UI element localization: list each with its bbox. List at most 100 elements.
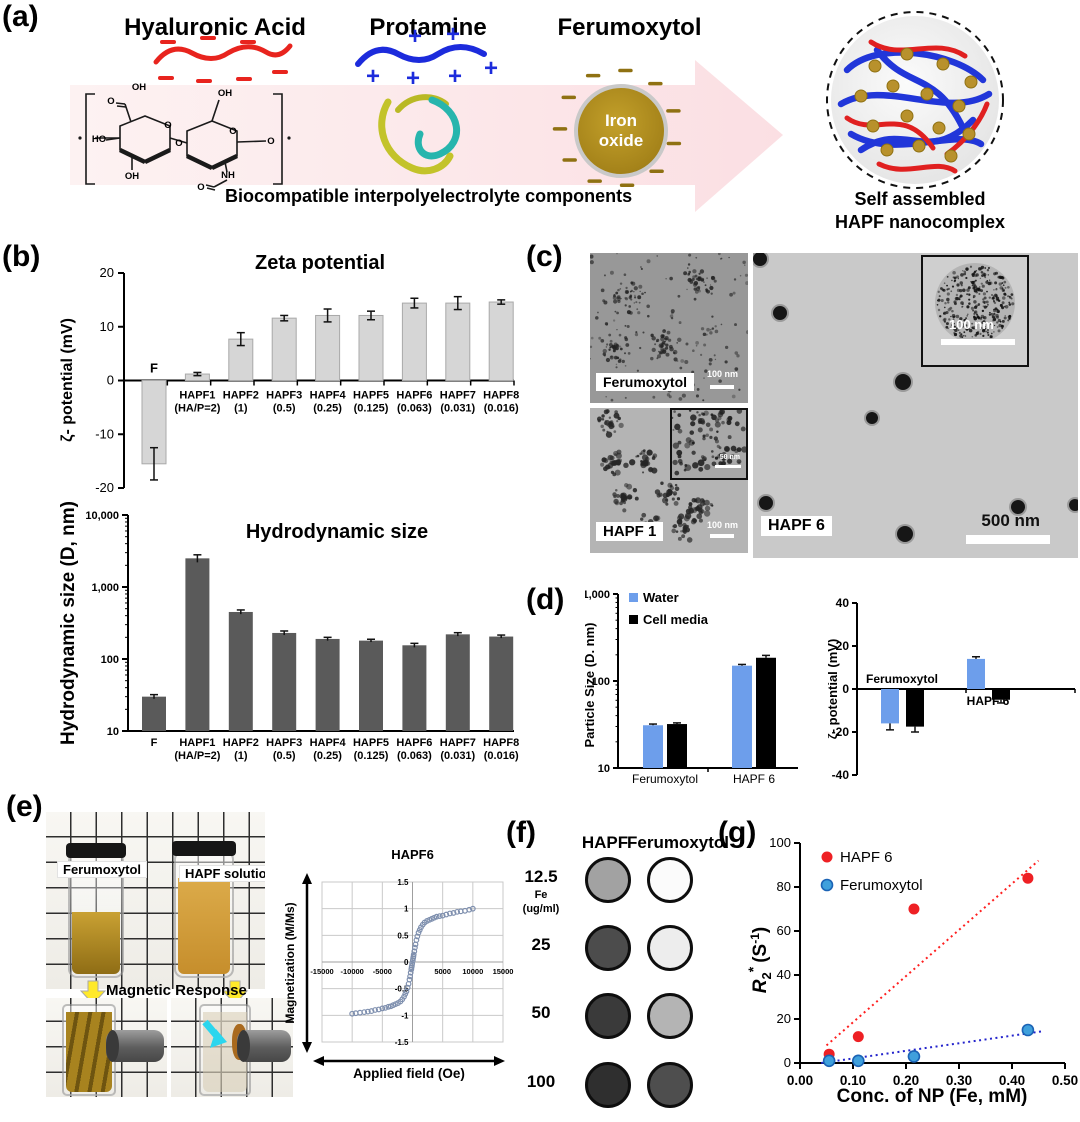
tem-speckle [998, 282, 1002, 286]
y-tick-label: 100 [101, 654, 119, 666]
bar [445, 634, 470, 731]
tem-speckle [700, 353, 703, 356]
y-tick-label: 20 [100, 265, 114, 280]
tem-speckle [605, 396, 607, 398]
tem-speckle [734, 448, 739, 454]
tem-speckle [973, 300, 977, 304]
tem3-scalebar [966, 535, 1050, 544]
tem-speckle [986, 268, 990, 272]
tem-speckle [1001, 327, 1004, 330]
y-tick-label: 1,000 [91, 582, 119, 594]
tem-speckle [1011, 302, 1015, 306]
tem-speckle [688, 410, 692, 412]
tem-speckle [708, 357, 713, 362]
tem-speckle [991, 315, 995, 319]
bar [402, 645, 427, 731]
category-label: (1) [234, 750, 248, 762]
tem-speckle [634, 332, 639, 337]
tem-speckle [963, 331, 966, 334]
tem-speckle [970, 281, 972, 283]
tem-speckle [965, 317, 967, 320]
tem-speckle [968, 328, 973, 333]
tem-speckle [694, 497, 702, 504]
magnet [237, 1030, 291, 1062]
tem-speckle [604, 420, 611, 426]
tem-speckle [686, 524, 690, 528]
nanoparticle [1069, 499, 1078, 511]
tem-speckle [688, 253, 692, 257]
tem-speckle [738, 461, 741, 464]
x-tick-label: 5000 [434, 967, 451, 976]
tem-speckle [624, 483, 629, 488]
tem-speckle [632, 488, 638, 493]
tem-speckle [955, 314, 960, 319]
tem-speckle [604, 322, 609, 326]
tem-speckle [718, 461, 723, 466]
tem-speckle [690, 414, 697, 421]
tem-speckle [653, 515, 660, 522]
tem-speckle [631, 281, 636, 286]
tem-speckle [595, 316, 599, 320]
tem-speckle [677, 294, 681, 298]
tem-speckle [717, 253, 721, 256]
tem-speckle [964, 335, 967, 337]
tem-speckle [683, 468, 687, 472]
tem-speckle [984, 267, 987, 269]
tem-speckle [669, 486, 675, 491]
tem-speckle [702, 434, 706, 438]
tem-speckle [616, 344, 620, 348]
bar [732, 665, 752, 768]
tem-speckle [988, 296, 991, 299]
data-point [1021, 1023, 1035, 1037]
bar [315, 638, 340, 731]
zeta-potential-chart: Zeta potential ζ- potential (mV) 20 10 0 -10 -… [59, 253, 519, 495]
category-label: (0.25) [313, 403, 342, 415]
tem-speckle [640, 462, 643, 466]
tem-speckle [709, 284, 712, 286]
tem-speckle [996, 321, 999, 324]
data-point [412, 944, 418, 951]
data-point [379, 1005, 386, 1012]
tem-speckle [955, 293, 959, 297]
x-axis-label: Applied field (Oe) [353, 1066, 465, 1081]
tem-speckle [991, 332, 993, 335]
data-point [375, 1006, 382, 1013]
category-label: HAPF6 [396, 737, 432, 749]
tem-image-hapf6: 100 nm HAPF 6 500 nm [753, 253, 1078, 558]
x-tick-label: 0.50 [1052, 1073, 1078, 1088]
data-point [349, 1010, 356, 1017]
tem-speckle [953, 331, 956, 335]
panel-label-d: (d) [526, 583, 565, 616]
y-tick-label: 0 [784, 1055, 791, 1070]
nanoparticle [866, 412, 878, 424]
y-tick-label: 40 [777, 967, 791, 982]
tem-speckle [971, 336, 973, 338]
tem-speckle [717, 453, 722, 459]
data-point [408, 966, 415, 973]
legend-label: HAPF 6 [840, 849, 893, 866]
mri-phantom-panel: HAPF Ferumoxytol 12.5 Fe (ug/ml) 25 50 100 [505, 815, 740, 1115]
tem-speckle [973, 312, 976, 316]
tem-speckle [948, 318, 951, 321]
y-tick-label: 10 [598, 763, 610, 775]
tem-speckle [971, 274, 975, 277]
legend-label: Cell media [643, 612, 709, 627]
tem-speckle [590, 254, 594, 259]
tem-speckle [937, 290, 940, 294]
y-tick-label: 0 [107, 373, 114, 388]
tem-speckle [677, 428, 683, 434]
nanoparticle [1011, 500, 1025, 514]
tem-speckle [694, 506, 699, 511]
tem-speckle [973, 270, 977, 274]
tem-speckle [702, 499, 705, 503]
bar [271, 317, 297, 381]
legend-swatch [629, 593, 638, 602]
bar [141, 380, 167, 465]
tem-speckle [980, 282, 983, 285]
tem-speckle [950, 290, 953, 293]
data-point [436, 913, 443, 920]
tem-speckle [638, 284, 643, 289]
tem-speckle [619, 501, 623, 506]
tem-speckle [677, 337, 682, 343]
tem-speckle [611, 344, 614, 347]
